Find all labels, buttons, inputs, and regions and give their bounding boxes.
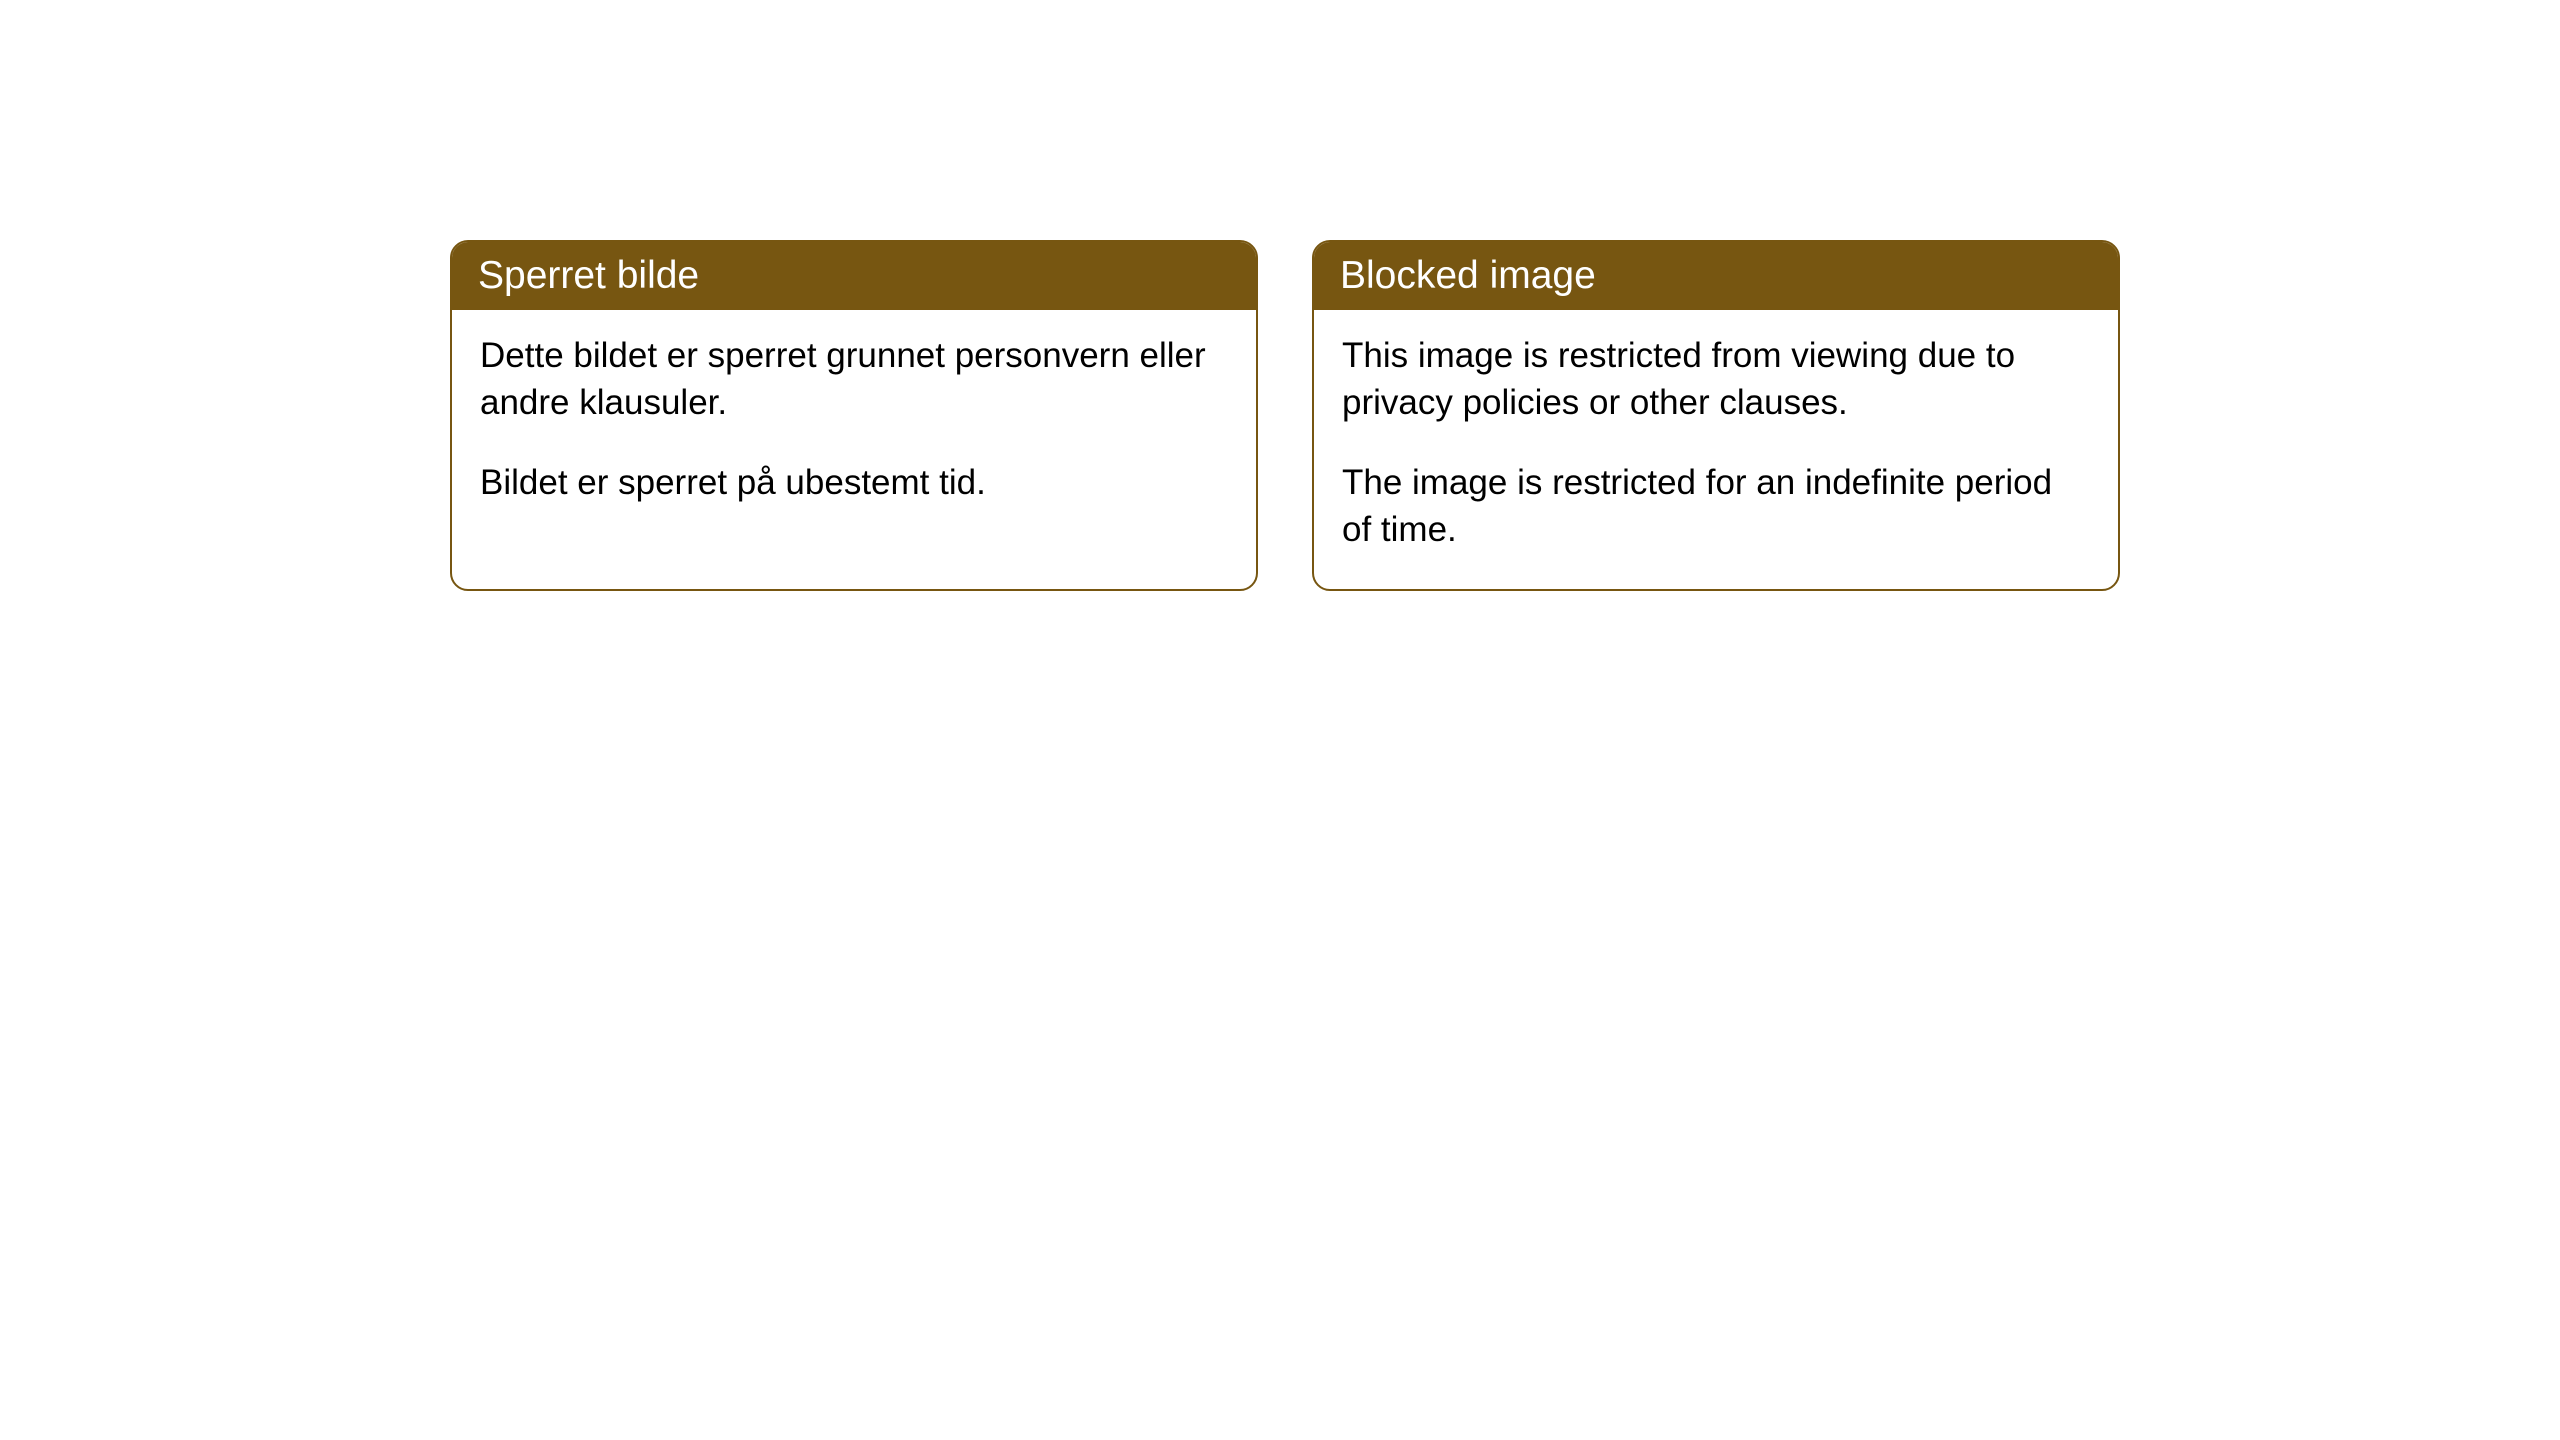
notice-body-norwegian: Dette bildet er sperret grunnet personve…	[452, 310, 1256, 542]
notice-header-english: Blocked image	[1314, 242, 2118, 310]
notice-paragraph: This image is restricted from viewing du…	[1342, 332, 2090, 427]
notice-card-english: Blocked image This image is restricted f…	[1312, 240, 2120, 591]
notice-paragraph: Bildet er sperret på ubestemt tid.	[480, 459, 1228, 506]
notice-card-norwegian: Sperret bilde Dette bildet er sperret gr…	[450, 240, 1258, 591]
notice-paragraph: The image is restricted for an indefinit…	[1342, 459, 2090, 554]
notice-header-norwegian: Sperret bilde	[452, 242, 1256, 310]
notice-paragraph: Dette bildet er sperret grunnet personve…	[480, 332, 1228, 427]
notice-cards-container: Sperret bilde Dette bildet er sperret gr…	[450, 240, 2560, 591]
notice-body-english: This image is restricted from viewing du…	[1314, 310, 2118, 589]
